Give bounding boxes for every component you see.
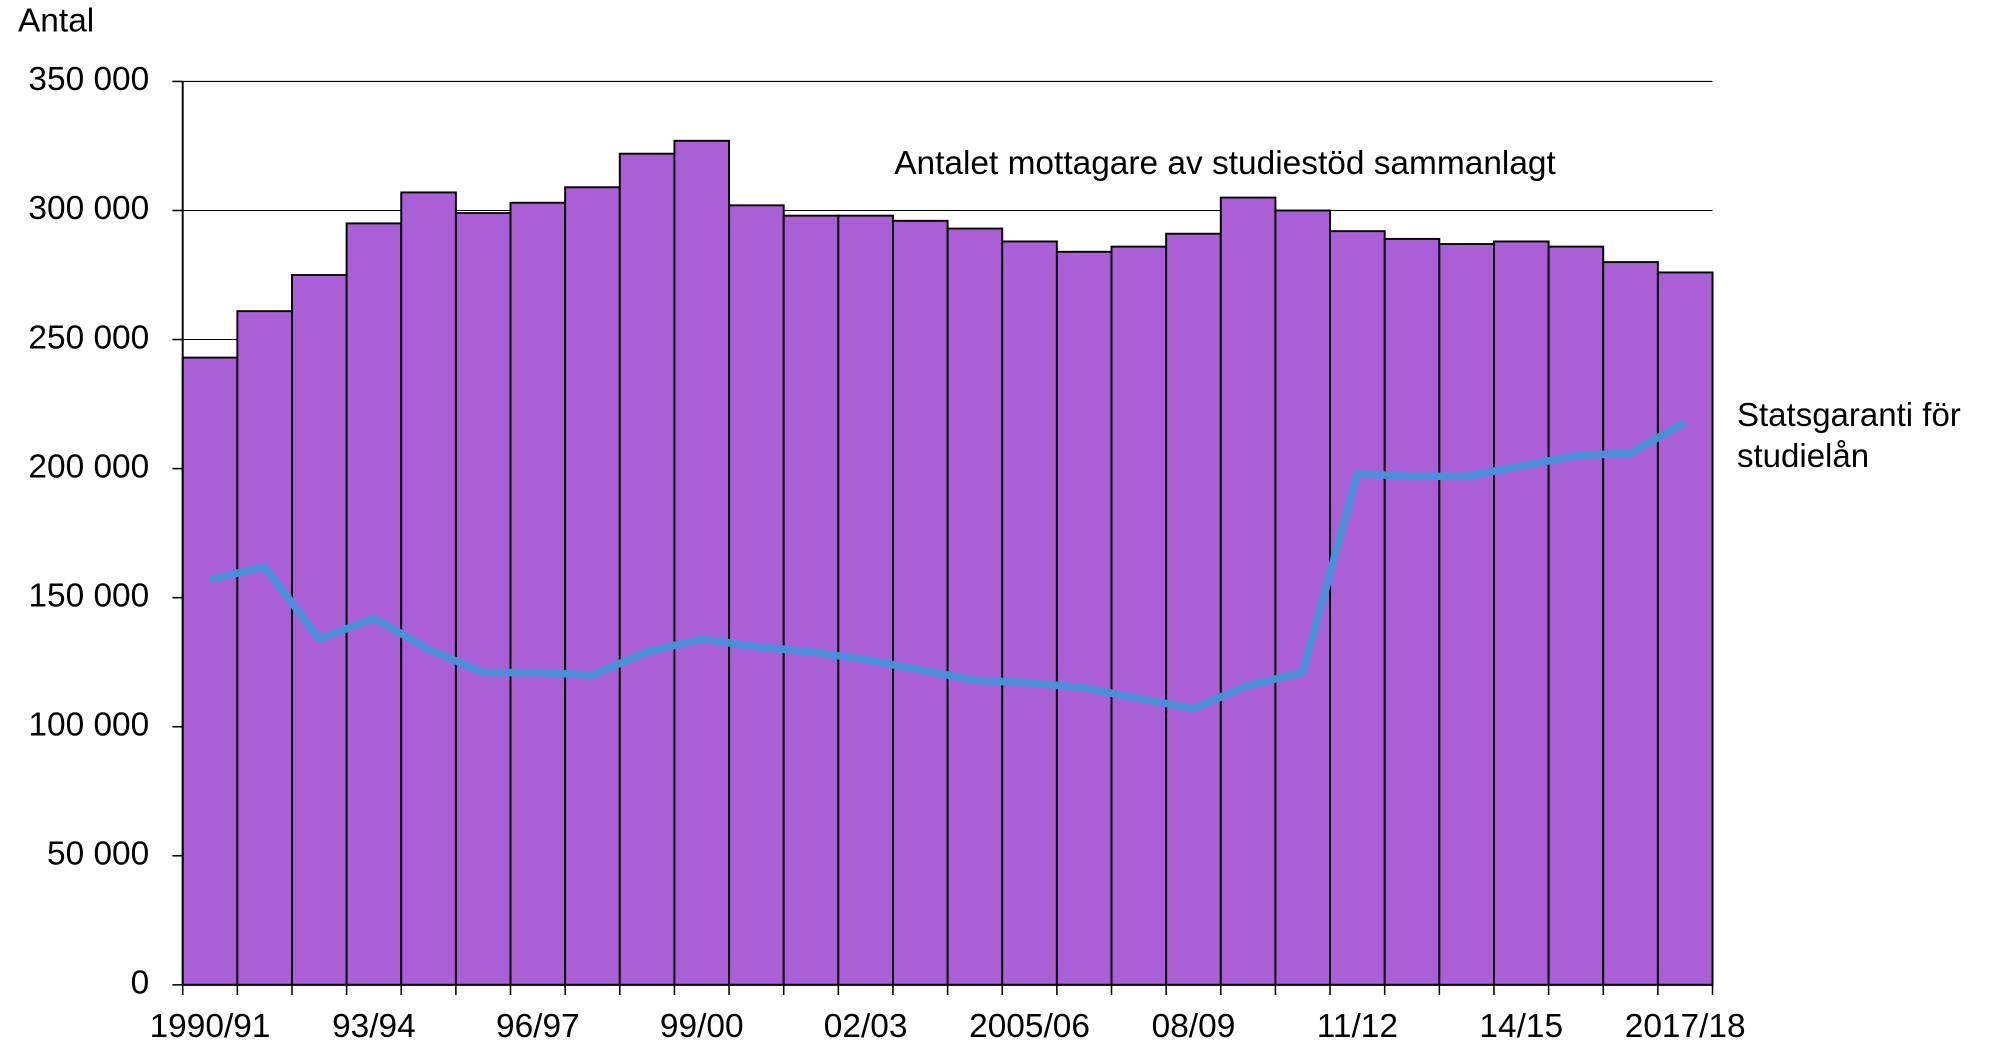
bar — [454, 212, 512, 986]
bar — [400, 191, 457, 986]
y-tick-label: 0 — [131, 965, 150, 1002]
bar — [1492, 240, 1550, 986]
bar — [1656, 271, 1714, 986]
bar — [618, 152, 676, 986]
bar — [1219, 196, 1277, 986]
series-label: Antalet mottagare av studiestöd sammanla… — [894, 145, 1556, 182]
bar — [1547, 245, 1605, 986]
y-axis-label: Antal — [18, 3, 94, 40]
bar — [1438, 243, 1495, 986]
bar — [1329, 230, 1386, 986]
bar — [236, 310, 293, 986]
bar — [946, 227, 1004, 986]
x-tick-label: 99/00 — [660, 1008, 744, 1045]
bar — [837, 214, 894, 986]
x-tick-label: 2017/18 — [1625, 1008, 1746, 1045]
x-tick-label: 02/03 — [824, 1008, 908, 1045]
x-tick-label: 1990/91 — [150, 1008, 271, 1045]
bar — [782, 214, 840, 986]
bar — [564, 186, 621, 986]
bar — [509, 201, 567, 986]
series-label: Statsgaranti för studielån — [1737, 396, 1961, 474]
x-tick-label: 2005/06 — [969, 1008, 1090, 1045]
bar — [181, 356, 239, 986]
bar — [1055, 250, 1113, 986]
y-tick-label: 300 000 — [28, 190, 149, 227]
line — [209, 418, 1688, 713]
x-tick-label: 96/97 — [496, 1008, 580, 1045]
y-tick-label: 50 000 — [47, 836, 149, 873]
x-tick-label: 14/15 — [1479, 1008, 1563, 1045]
x-tick-label: 08/09 — [1152, 1008, 1236, 1045]
y-tick-label: 350 000 — [28, 61, 149, 98]
y-tick-label: 250 000 — [28, 319, 149, 356]
bar — [673, 139, 731, 986]
bar — [1383, 237, 1441, 986]
bar — [1001, 240, 1058, 986]
bar — [728, 204, 785, 986]
bar — [1110, 245, 1168, 986]
y-tick-label: 150 000 — [28, 578, 149, 615]
y-tick-label: 100 000 — [28, 707, 149, 744]
bar — [1602, 261, 1659, 986]
bar — [1165, 232, 1222, 986]
y-tick-label: 200 000 — [28, 448, 149, 485]
bar — [345, 222, 403, 986]
bar — [892, 219, 949, 986]
x-tick-label: 93/94 — [332, 1008, 416, 1045]
x-tick-label: 11/12 — [1317, 1008, 1398, 1045]
